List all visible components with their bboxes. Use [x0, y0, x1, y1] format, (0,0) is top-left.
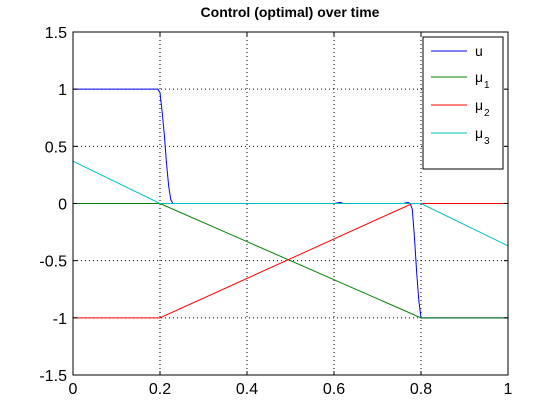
series-line-3	[73, 203, 508, 319]
legend-label-4: μ	[475, 125, 483, 141]
y-tick-label: -1	[53, 311, 67, 328]
y-tick-label: 0	[58, 197, 67, 214]
legend-label-3: μ	[475, 97, 483, 113]
x-tick-label: 0.8	[410, 381, 432, 398]
series-line-1	[73, 88, 508, 319]
chart-title: Control (optimal) over time	[201, 4, 380, 20]
legend-label-subscript-3: 2	[484, 108, 490, 119]
ticks: 0 0.2 0.4 0.6 0.8 1 1.5 1 0.5 0 -0.5 -1 -1.5	[39, 25, 512, 398]
x-tick-label: 0.6	[323, 381, 345, 398]
series-line-4	[72, 160, 509, 247]
legend-label-2: μ	[475, 69, 483, 85]
y-tick-label: 1	[58, 82, 67, 99]
x-tick-label: 1	[504, 381, 513, 398]
legend-label-subscript-4: 3	[484, 136, 490, 147]
legend-box	[422, 36, 504, 170]
series-group	[72, 88, 509, 319]
y-tick-label: -1.5	[39, 368, 67, 385]
series-line-2	[73, 203, 508, 319]
x-tick-label: 0	[69, 381, 78, 398]
legend-label-subscript-2: 1	[484, 80, 490, 91]
y-tick-label: 0.5	[45, 139, 67, 156]
y-tick-label: 1.5	[45, 25, 67, 42]
x-tick-label: 0.4	[236, 381, 258, 398]
x-tick-label: 0.2	[149, 381, 171, 398]
legend-label-1: u	[475, 43, 483, 59]
y-tick-label: -0.5	[39, 254, 67, 271]
